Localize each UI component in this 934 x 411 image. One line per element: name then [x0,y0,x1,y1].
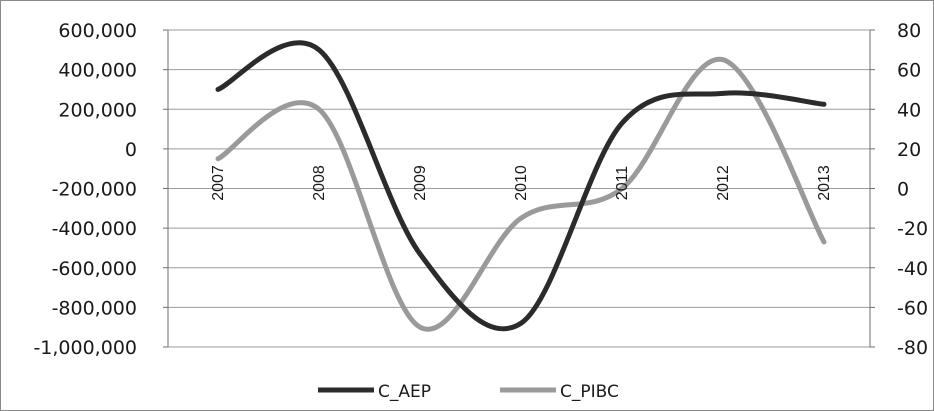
left-axis-ticks: 600,000 400,000 200,000 0 -200,000 -400,000 -6… [33,20,137,359]
right-tick-label: -20 [897,218,928,240]
right-tick-label: -60 [897,297,928,319]
left-tick-label: -600,000 [52,258,137,280]
category-label: 2008 [311,165,328,201]
category-label: 2011 [614,166,631,201]
right-tick-label: 40 [897,99,921,121]
left-tick-label: -200,000 [52,179,137,201]
axes [163,29,875,348]
left-tick-label: 200,000 [58,99,137,121]
series-lines [215,40,827,332]
left-tick-label: -1,000,000 [33,337,137,359]
left-tick-label: -800,000 [52,297,137,319]
left-tick-label: 600,000 [58,20,137,42]
series-line-c-pibc [215,57,827,332]
left-tick-label: 400,000 [58,60,137,82]
right-tick-label: 80 [897,20,921,42]
series-line-c-aep [215,40,827,332]
left-tick-label: 0 [125,139,137,161]
category-label: 2009 [412,165,429,201]
category-label: 2012 [715,165,732,201]
category-label: 2013 [816,165,833,201]
legend: C_AEP C_PIBC [318,382,619,402]
category-labels: 2007 2008 2009 2010 2011 2012 2013 [210,165,833,201]
left-tick-label: -400,000 [52,218,137,240]
category-label: 2010 [513,165,530,201]
legend-label: C_AEP [378,382,431,402]
right-tick-label: 60 [897,60,921,82]
gridlines [168,29,870,348]
right-tick-label: 0 [897,179,909,201]
right-axis-ticks: 80 60 40 20 0 -20 -40 -60 -80 [897,20,928,359]
right-tick-label: 20 [897,139,921,161]
right-tick-label: -40 [897,258,928,280]
legend-label: C_PIBC [560,382,619,402]
category-label: 2007 [210,165,227,201]
right-tick-label: -80 [897,337,928,359]
